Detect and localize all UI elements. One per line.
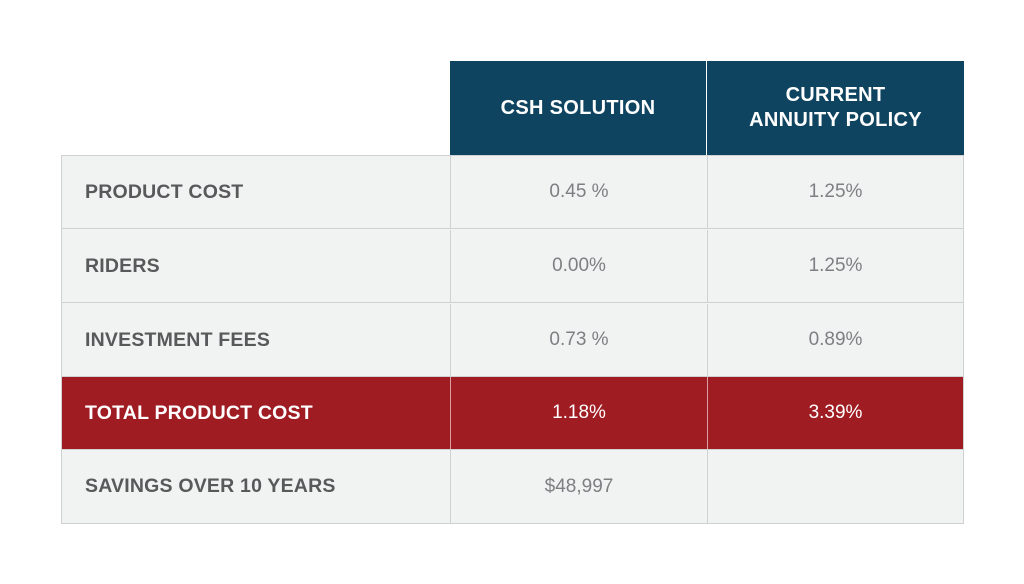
table-header-row: CSH SOLUTION CURRENT ANNUITY POLICY xyxy=(61,61,964,155)
current-policy-value: 3.39% xyxy=(707,377,963,449)
current-policy-value: 1.25% xyxy=(707,230,963,302)
table-row-riders: RIDERS 0.00% 1.25% xyxy=(62,230,963,303)
header-csh-solution: CSH SOLUTION xyxy=(450,61,706,155)
table-row-investment-fees: INVESTMENT FEES 0.73 % 0.89% xyxy=(62,304,963,377)
row-label: SAVINGS OVER 10 YEARS xyxy=(85,475,336,497)
table-body: PRODUCT COST 0.45 % 1.25% RIDERS 0.00% 1… xyxy=(61,155,964,524)
current-policy-value xyxy=(707,450,963,523)
row-label: PRODUCT COST xyxy=(85,180,244,203)
csh-solution-value: $48,997 xyxy=(450,450,707,523)
csh-solution-value: 0.73 % xyxy=(450,304,707,376)
csh-solution-value: 0.00% xyxy=(450,230,707,302)
current-policy-value: 0.89% xyxy=(707,304,963,376)
table-row-savings: SAVINGS OVER 10 YEARS $48,997 xyxy=(62,450,963,523)
csh-solution-value: 0.45 % xyxy=(450,156,707,228)
row-label: INVESTMENT FEES xyxy=(85,328,271,351)
table-row-total-product-cost: TOTAL PRODUCT COST 1.18% 3.39% xyxy=(62,377,963,450)
row-label: RIDERS xyxy=(85,254,160,277)
cost-comparison-table: CSH SOLUTION CURRENT ANNUITY POLICY PROD… xyxy=(61,61,964,524)
csh-solution-value: 1.18% xyxy=(450,377,707,449)
header-current-annuity-policy: CURRENT ANNUITY POLICY xyxy=(707,61,964,155)
table-row-product-cost: PRODUCT COST 0.45 % 1.25% xyxy=(62,156,963,229)
current-policy-value: 1.25% xyxy=(707,156,963,228)
row-label: TOTAL PRODUCT COST xyxy=(85,401,313,424)
